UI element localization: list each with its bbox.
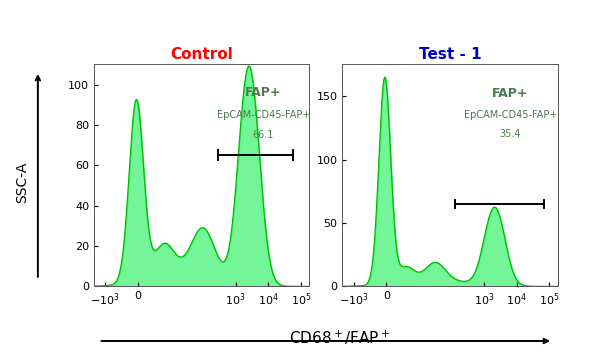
Text: FAP+: FAP+ [492, 87, 528, 100]
Text: EpCAM-CD45-FAP+: EpCAM-CD45-FAP+ [464, 110, 557, 120]
Text: SSC-A: SSC-A [15, 162, 29, 203]
Text: CD68$^+$/FAP$^+$: CD68$^+$/FAP$^+$ [289, 329, 390, 348]
Title: Test - 1: Test - 1 [419, 47, 481, 62]
Text: 66.1: 66.1 [253, 130, 274, 140]
Text: EpCAM-CD45-FAP+: EpCAM-CD45-FAP+ [217, 110, 310, 120]
Title: Control: Control [170, 47, 233, 62]
Text: FAP+: FAP+ [245, 86, 282, 99]
Text: 35.4: 35.4 [499, 129, 521, 139]
